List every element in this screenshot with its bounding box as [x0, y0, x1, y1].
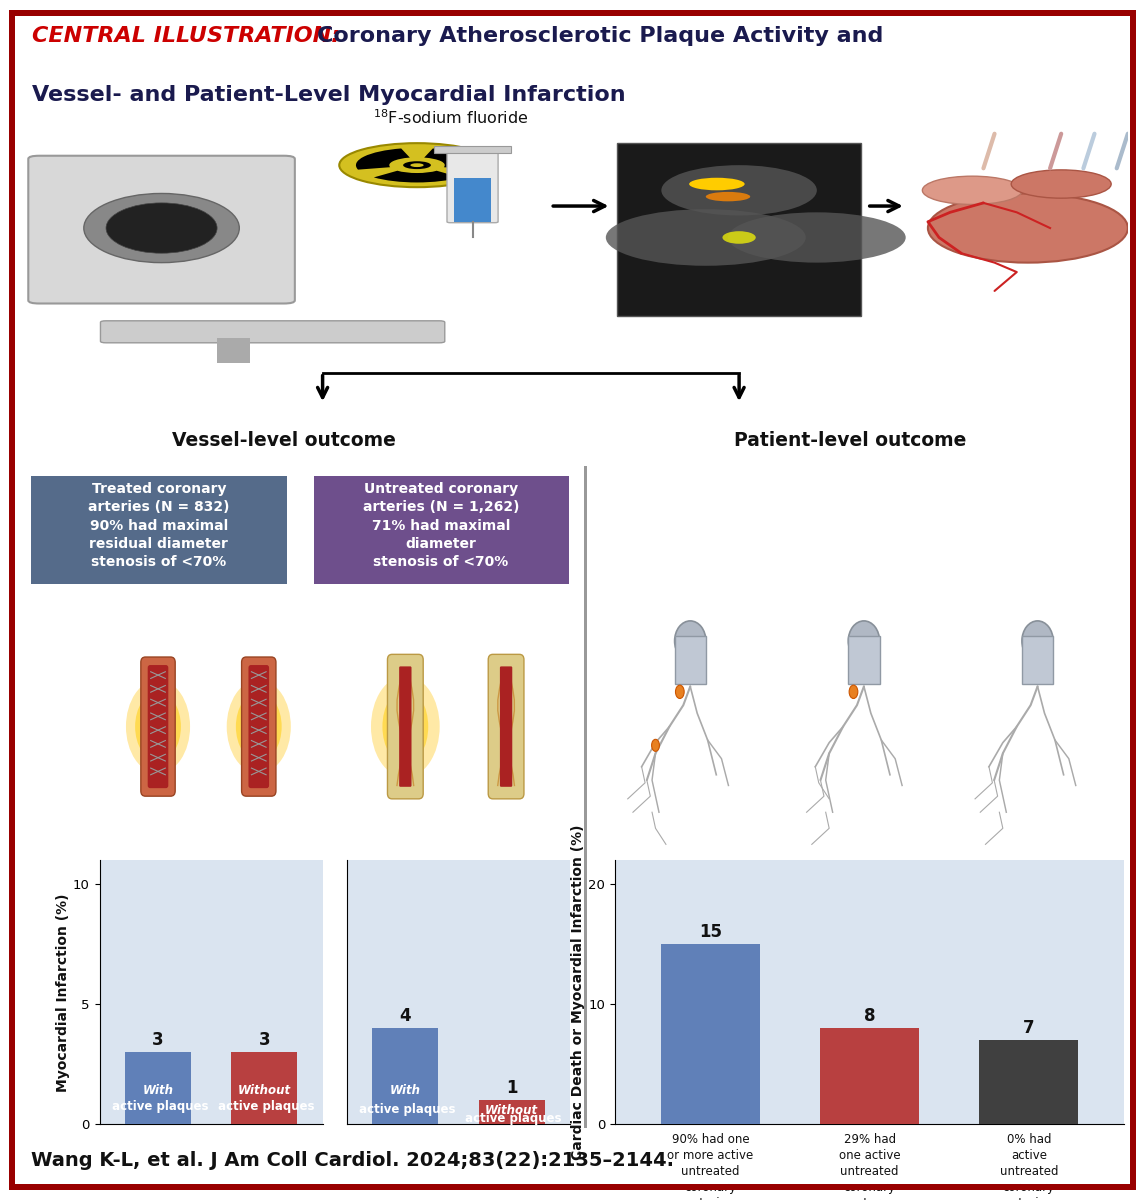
Bar — [661, 944, 760, 1124]
FancyBboxPatch shape — [372, 1072, 439, 1124]
FancyBboxPatch shape — [488, 654, 524, 799]
Bar — [372, 1028, 439, 1124]
FancyBboxPatch shape — [29, 156, 295, 304]
Text: 3: 3 — [152, 1031, 164, 1049]
Ellipse shape — [1011, 170, 1111, 198]
Bar — [218, 338, 251, 364]
Text: $^{18}$F-sodium fluoride: $^{18}$F-sodium fluoride — [372, 108, 528, 127]
Ellipse shape — [923, 176, 1022, 204]
Bar — [125, 1052, 191, 1124]
Text: active plaques: active plaques — [355, 1103, 456, 1116]
Ellipse shape — [927, 193, 1128, 263]
FancyBboxPatch shape — [387, 654, 424, 799]
Text: Treated coronary
arteries (N = 832)
90% had maximal
residual diameter
stenosis o: Treated coronary arteries (N = 832) 90% … — [88, 481, 230, 569]
Ellipse shape — [106, 203, 218, 253]
Ellipse shape — [371, 676, 440, 778]
Ellipse shape — [382, 689, 428, 764]
Text: Wang K-L, et al. J Am Coll Cardiol. 2024;83(22):2135–2144.: Wang K-L, et al. J Am Coll Cardiol. 2024… — [31, 1151, 673, 1170]
FancyBboxPatch shape — [242, 658, 276, 796]
Ellipse shape — [236, 692, 282, 761]
FancyBboxPatch shape — [400, 666, 411, 787]
Ellipse shape — [410, 163, 424, 167]
Text: Vessel- and Patient-Level Myocardial Infarction: Vessel- and Patient-Level Myocardial Inf… — [32, 85, 625, 106]
Ellipse shape — [848, 620, 879, 661]
Text: 15: 15 — [698, 923, 721, 941]
Ellipse shape — [339, 143, 495, 187]
Text: Patient-level outcome: Patient-level outcome — [734, 431, 966, 450]
Bar — [979, 1040, 1079, 1124]
FancyBboxPatch shape — [101, 320, 444, 343]
Ellipse shape — [676, 685, 685, 698]
Bar — [479, 1100, 545, 1124]
Text: active plaques: active plaques — [214, 1100, 315, 1112]
Y-axis label: Myocardial Infarction (%): Myocardial Infarction (%) — [56, 893, 70, 1092]
Text: With: With — [390, 1084, 421, 1097]
Ellipse shape — [227, 679, 291, 774]
Ellipse shape — [689, 178, 744, 191]
Bar — [820, 1028, 919, 1124]
FancyBboxPatch shape — [314, 476, 569, 584]
Text: active plaques: active plaques — [108, 1100, 208, 1112]
FancyBboxPatch shape — [125, 1072, 191, 1124]
Ellipse shape — [674, 620, 705, 661]
Y-axis label: Cardiac Death or Myocardial Infarction (%): Cardiac Death or Myocardial Infarction (… — [571, 824, 585, 1160]
Text: 8: 8 — [863, 1007, 876, 1025]
Text: CENTRAL ILLUSTRATION:: CENTRAL ILLUSTRATION: — [32, 26, 340, 46]
Ellipse shape — [135, 692, 181, 761]
Ellipse shape — [662, 166, 816, 216]
FancyBboxPatch shape — [248, 665, 269, 788]
Text: Untreated coronary
arteries (N = 1,262)
71% had maximal
diameter
stenosis of <70: Untreated coronary arteries (N = 1,262) … — [363, 481, 520, 569]
Text: active plaques: active plaques — [461, 1112, 562, 1124]
Ellipse shape — [403, 161, 431, 169]
Wedge shape — [373, 170, 460, 182]
Text: 1: 1 — [506, 1079, 518, 1097]
Ellipse shape — [850, 685, 858, 698]
Ellipse shape — [652, 739, 660, 751]
Text: Without: Without — [238, 1085, 291, 1097]
Text: With: With — [143, 1085, 174, 1097]
Text: 7: 7 — [1022, 1019, 1035, 1037]
Ellipse shape — [705, 192, 750, 202]
FancyBboxPatch shape — [148, 665, 168, 788]
Wedge shape — [356, 149, 410, 169]
Bar — [617, 143, 861, 316]
Text: 3: 3 — [259, 1031, 270, 1049]
Text: Without: Without — [485, 1104, 538, 1117]
Text: 4: 4 — [400, 1007, 411, 1025]
Ellipse shape — [722, 232, 756, 244]
Bar — [848, 636, 879, 684]
Ellipse shape — [728, 212, 906, 263]
Bar — [434, 146, 512, 152]
FancyBboxPatch shape — [231, 1072, 298, 1124]
Wedge shape — [424, 149, 479, 169]
Bar — [453, 178, 491, 222]
Bar — [674, 636, 705, 684]
FancyBboxPatch shape — [141, 658, 175, 796]
Bar — [1022, 636, 1053, 684]
Bar — [231, 1052, 298, 1124]
FancyBboxPatch shape — [479, 1103, 545, 1124]
FancyBboxPatch shape — [31, 476, 287, 584]
Ellipse shape — [1022, 620, 1053, 661]
FancyBboxPatch shape — [500, 666, 512, 787]
FancyBboxPatch shape — [447, 151, 498, 223]
Text: Coronary Atherosclerotic Plaque Activity and: Coronary Atherosclerotic Plaque Activity… — [317, 26, 884, 46]
Ellipse shape — [606, 209, 806, 265]
Text: Vessel-level outcome: Vessel-level outcome — [172, 431, 396, 450]
Ellipse shape — [126, 679, 190, 774]
Ellipse shape — [84, 193, 239, 263]
